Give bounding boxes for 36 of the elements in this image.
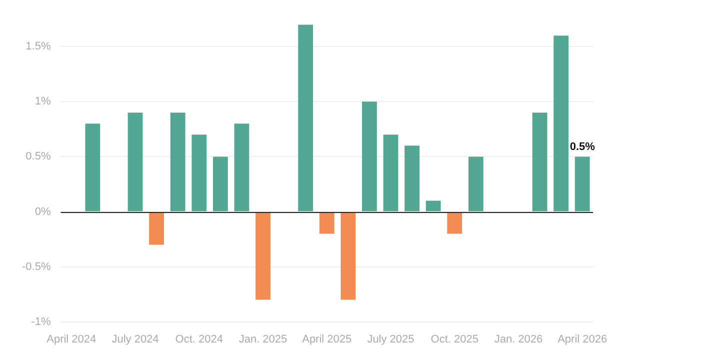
- bar: [447, 212, 462, 234]
- x-tick-label: July 2024: [112, 333, 159, 346]
- bar: [532, 112, 548, 212]
- bar: [85, 124, 100, 212]
- x-tick-label: April 2024: [46, 333, 96, 346]
- bar: [128, 112, 143, 212]
- bar: [383, 134, 398, 212]
- x-tick-label: Jan. 2026: [494, 333, 543, 346]
- x-tick-label: April 2025: [302, 333, 352, 346]
- bar: [170, 112, 186, 212]
- bar: [362, 102, 377, 212]
- y-tick-label: 0%: [34, 206, 51, 218]
- y-tick-label: 1.5%: [26, 40, 51, 53]
- bar: [319, 212, 334, 234]
- bar: [426, 200, 441, 212]
- bar: [298, 24, 314, 212]
- x-tick-label: Oct. 2024: [175, 333, 223, 346]
- bar: [404, 146, 420, 212]
- y-tick-label: 0.5%: [26, 150, 51, 163]
- bar: [574, 156, 590, 212]
- bar: [468, 156, 484, 212]
- y-tick-label: -1%: [31, 316, 51, 328]
- x-tick-label: April 2026: [558, 333, 608, 346]
- x-tick-label: July 2025: [367, 333, 414, 346]
- bar: [234, 124, 250, 212]
- y-tick-label: 1%: [34, 96, 51, 108]
- data-label: 0.5%: [570, 141, 596, 154]
- bar: [256, 212, 270, 300]
- bar: [149, 212, 164, 245]
- bar: [340, 212, 356, 300]
- x-tick-label: Jan. 2025: [238, 333, 288, 346]
- y-tick-label: -0.5%: [22, 260, 51, 273]
- bar: [554, 36, 569, 212]
- bar: [212, 156, 228, 212]
- bar: [192, 134, 207, 212]
- x-tick-label: Oct. 2025: [430, 333, 478, 346]
